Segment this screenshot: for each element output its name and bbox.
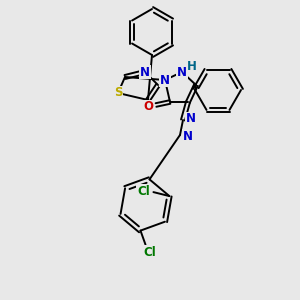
Text: Cl: Cl [143, 246, 156, 259]
Text: N: N [183, 130, 193, 142]
Text: N: N [186, 112, 196, 125]
Text: Cl: Cl [137, 184, 150, 198]
Text: N: N [140, 65, 150, 79]
Text: O: O [143, 100, 153, 113]
Text: S: S [114, 86, 122, 100]
Text: N: N [160, 74, 170, 86]
Text: N: N [177, 65, 187, 79]
Text: H: H [187, 61, 197, 74]
